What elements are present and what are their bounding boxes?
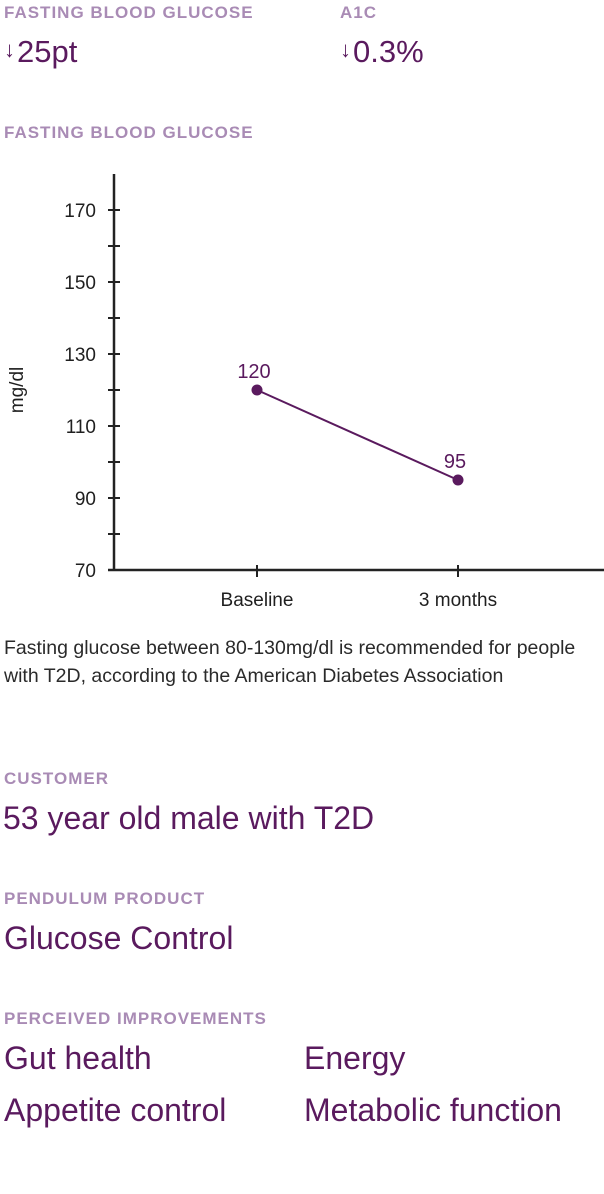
stat-value: ↓0.3% xyxy=(340,34,424,69)
y-tick-label: 130 xyxy=(64,345,96,366)
y-tick-label: 90 xyxy=(75,489,96,510)
chart-title: Fasting Blood Glucose xyxy=(4,123,254,142)
improvement-item: Appetite control xyxy=(4,1092,227,1128)
data-label: 95 xyxy=(444,451,466,473)
improvements-label: Perceived Improvements xyxy=(4,1009,267,1028)
customer-label: Customer xyxy=(4,769,109,788)
improvement-item: Gut health xyxy=(4,1040,152,1076)
x-tick-label: 3 months xyxy=(419,590,497,611)
product-label: Pendulum Product xyxy=(4,889,206,908)
y-axis-label: mg/dl xyxy=(7,367,28,413)
improvement-item: Metabolic function xyxy=(304,1092,562,1128)
data-line xyxy=(256,389,459,481)
data-label: 120 xyxy=(237,361,270,383)
y-tick-label: 150 xyxy=(64,273,96,294)
product-value: Glucose Control xyxy=(4,920,234,956)
line-chart: 70 90 110 130 150 170 mg/dl Baseline 3 months 120… xyxy=(7,174,604,611)
customer-value: 53 year old male with T2D xyxy=(3,800,375,836)
data-point xyxy=(251,384,263,396)
x-tick-label: Baseline xyxy=(221,590,294,611)
data-point xyxy=(452,474,464,486)
arrow-down-icon: ↓ xyxy=(4,37,15,62)
stat-label: A1C xyxy=(340,3,378,22)
y-tick-label: 70 xyxy=(75,561,96,582)
stat-label: Fasting Blood Glucose xyxy=(4,3,254,22)
y-tick-label: 170 xyxy=(64,201,96,222)
improvement-item: Energy xyxy=(304,1040,406,1076)
chart-note: Fasting glucose between 80-130mg/dl is r… xyxy=(4,637,576,687)
y-tick-label: 110 xyxy=(66,417,96,438)
arrow-down-icon: ↓ xyxy=(340,37,351,62)
stat-value: ↓25pt xyxy=(4,34,78,69)
